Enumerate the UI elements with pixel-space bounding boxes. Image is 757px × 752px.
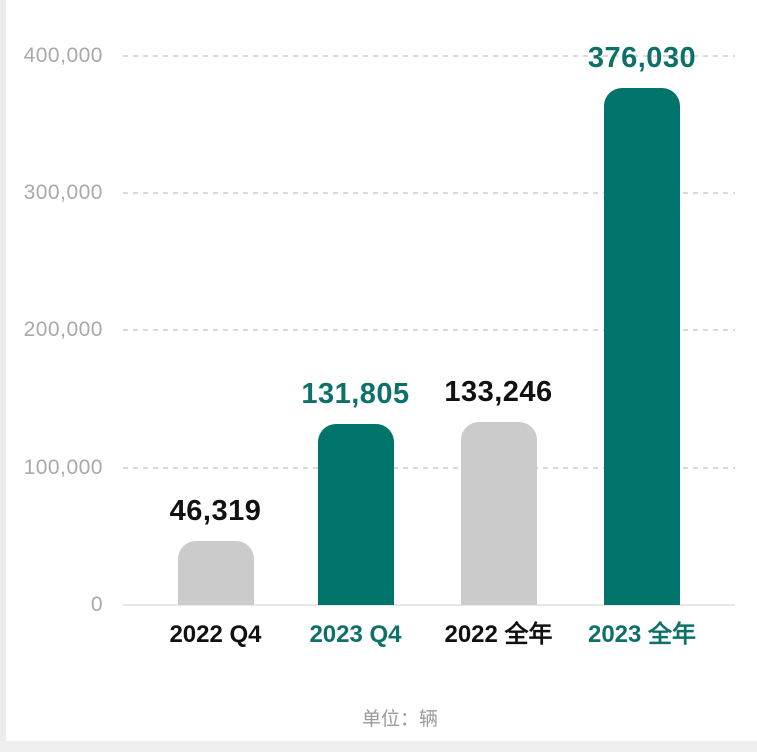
unit-note-label: 单位：辆 (361, 709, 439, 730)
gridline (123, 54, 735, 57)
bar-value-label: 376,030 (587, 42, 697, 75)
y-axis-tick-label: 200,000 (23, 318, 103, 342)
bar-value-label: 131,805 (301, 377, 410, 410)
bar-value-label: 133,246 (444, 375, 553, 408)
y-axis-tick-label: 100,000 (23, 455, 103, 479)
bar (317, 423, 394, 605)
x-axis-category-label: 2022 Q4 (169, 621, 262, 648)
x-axis-category-label: 2023 Q4 (309, 621, 402, 648)
gridline (123, 191, 735, 194)
gridline (123, 466, 735, 469)
left-edge-strip (0, 0, 6, 752)
y-axis-tick-label: 400,000 (23, 43, 103, 67)
bar (604, 88, 680, 605)
bar (460, 421, 537, 605)
bottom-edge-strip (0, 741, 757, 752)
x-axis-category-label: 2023 全年 (587, 621, 697, 648)
bar-value-label: 46,319 (169, 495, 262, 528)
x-axis-line (123, 604, 735, 606)
x-axis-category-label: 2022 全年 (444, 621, 553, 648)
gridline (123, 329, 735, 332)
bar (177, 541, 254, 605)
y-axis-tick-label: 300,000 (23, 180, 103, 204)
y-axis-tick-label: 0 (90, 593, 103, 616)
